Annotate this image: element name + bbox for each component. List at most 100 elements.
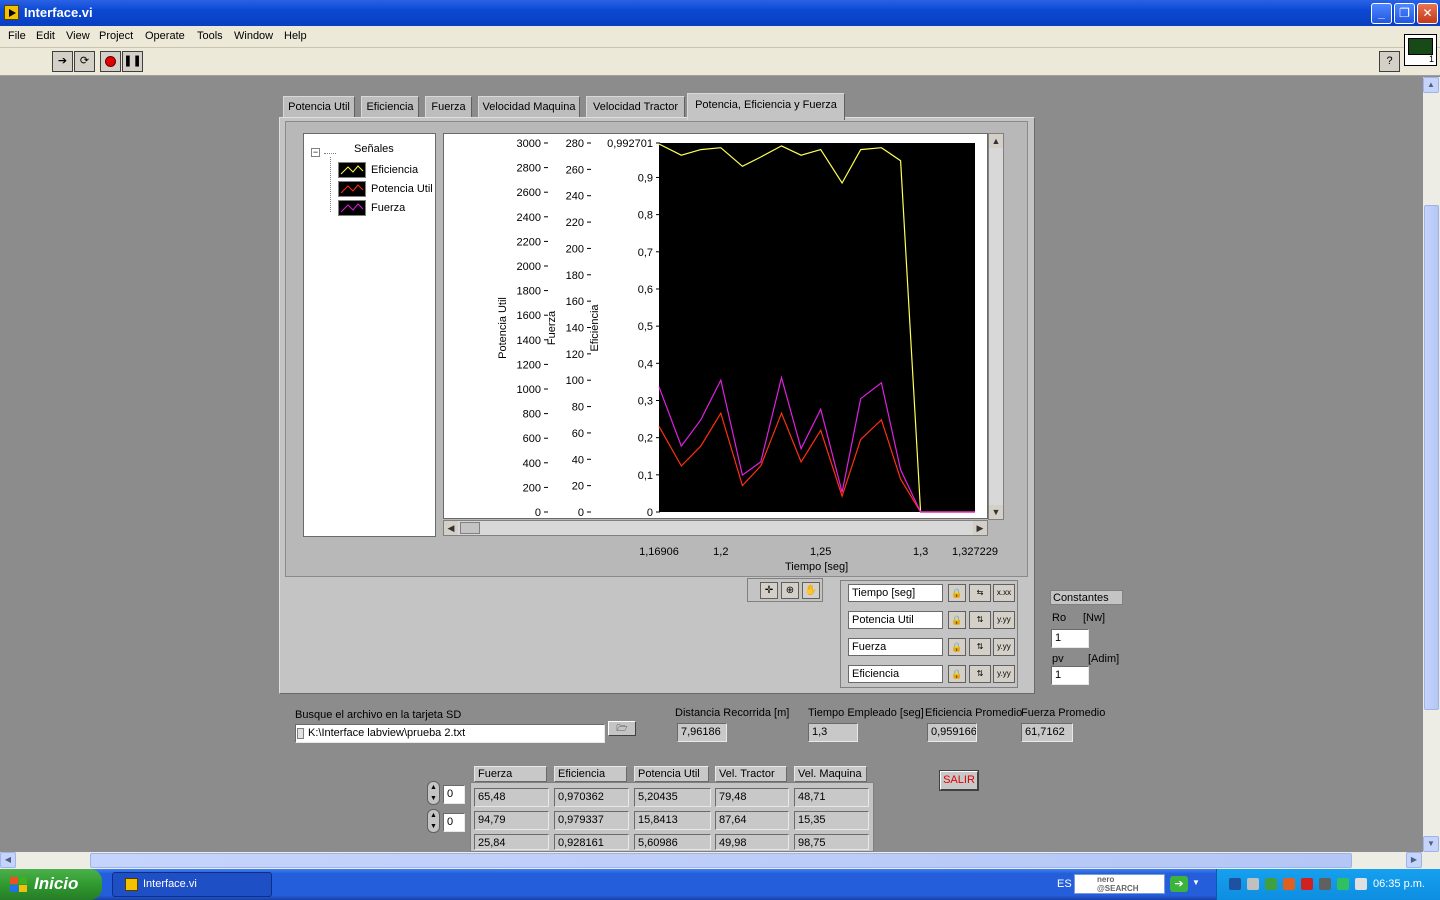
menu-operate[interactable]: Operate [145, 30, 185, 42]
table-cell[interactable]: 87,64 [715, 811, 789, 830]
table-cell[interactable]: 98,75 [794, 834, 869, 850]
format-y-icon[interactable]: y.yy [993, 665, 1015, 683]
tree-collapse-icon[interactable]: − [311, 147, 320, 157]
window-vertical-scrollbar[interactable]: ▲ ▼ [1423, 77, 1440, 852]
tab-potencia-util[interactable]: Potencia Util [283, 96, 355, 118]
file-path-input[interactable]: K:\Interface labview\prueba 2.txt [295, 724, 605, 743]
run-continuously-button[interactable]: ⟳ [74, 51, 95, 72]
format-y-icon[interactable]: y.yy [993, 638, 1015, 656]
volume-icon[interactable] [1355, 878, 1367, 890]
tab-eficiencia[interactable]: Eficiencia [361, 96, 419, 118]
menu-view[interactable]: View [66, 30, 90, 42]
scroll-thumb[interactable] [460, 522, 480, 534]
row-index-input[interactable]: 0 [443, 785, 465, 804]
legend-item-eficiencia[interactable]: Eficiencia [338, 162, 438, 178]
scroll-up-icon[interactable]: ▲ [1423, 77, 1439, 93]
table-cell[interactable]: 49,98 [715, 834, 789, 850]
scroll-up-icon[interactable]: ▲ [989, 134, 1003, 148]
table-cell[interactable]: 0,979337 [554, 811, 629, 830]
scroll-right-icon[interactable]: ▶ [973, 521, 987, 535]
window-horizontal-scrollbar[interactable]: ◀ ▶ [0, 852, 1423, 869]
table-cell[interactable]: 0,928161 [554, 834, 629, 850]
pv-input[interactable]: 1 [1051, 666, 1089, 685]
minimize-button[interactable]: _ [1371, 3, 1392, 24]
tray-app-icon[interactable] [1301, 878, 1313, 890]
plot-canvas[interactable] [659, 143, 975, 512]
menu-edit[interactable]: Edit [36, 30, 55, 42]
table-cell[interactable]: 0,970362 [554, 788, 629, 807]
line-swatch-icon [338, 181, 366, 197]
table-cell[interactable]: 5,20435 [634, 788, 711, 807]
tray-app-icon[interactable] [1283, 878, 1295, 890]
autoscale-y-icon[interactable]: ⇅ [969, 665, 991, 683]
run-button[interactable]: ➔ [52, 51, 73, 72]
pause-button[interactable]: ❚❚ [122, 51, 143, 72]
scroll-thumb[interactable] [90, 853, 1352, 868]
format-y-icon[interactable]: y.yy [993, 611, 1015, 629]
window-title: Interface.vi [24, 5, 93, 20]
maximize-button[interactable]: ❐ [1394, 3, 1415, 24]
menu-window[interactable]: Window [234, 30, 274, 42]
dropdown-icon[interactable]: ▼ [1192, 878, 1200, 887]
row-index-spinner[interactable]: ▲ ▼ [427, 781, 440, 805]
nero-search-box[interactable]: nero @SEARCH [1074, 874, 1165, 894]
scroll-left-icon[interactable]: ◀ [444, 521, 458, 535]
tab-potencia-eficiencia-fuerza[interactable]: Potencia, Eficiencia y Fuerza [687, 93, 845, 120]
abort-button[interactable] [100, 51, 121, 72]
legend-item-potencia-util[interactable]: Potencia Util [338, 181, 438, 197]
table-cell[interactable]: 5,60986 [634, 834, 711, 850]
lock-icon[interactable]: 🔒 [948, 638, 966, 656]
file-path-label: Busque el archivo en la tarjeta SD [295, 709, 462, 721]
legend-item-fuerza[interactable]: Fuerza [338, 200, 438, 216]
table-cell[interactable]: 15,8413 [634, 811, 711, 830]
table-cell[interactable]: 15,35 [794, 811, 869, 830]
menu-help[interactable]: Help [284, 30, 307, 42]
col-index-spinner[interactable]: ▲ ▼ [427, 809, 440, 833]
salir-button[interactable]: SALIR [939, 770, 979, 791]
col-index-input[interactable]: 0 [443, 813, 465, 832]
menu-tools[interactable]: Tools [197, 30, 223, 42]
format-x-icon[interactable]: x.xx [993, 584, 1015, 602]
go-arrow-icon[interactable]: ➔ [1170, 876, 1188, 892]
plot-horizontal-scrollbar[interactable]: ◀ ▶ [443, 520, 988, 536]
scroll-right-icon[interactable]: ▶ [1406, 852, 1422, 868]
table-cell[interactable]: 79,48 [715, 788, 789, 807]
vi-connector-icon[interactable]: 1 [1404, 34, 1437, 66]
ro-input[interactable]: 1 [1051, 629, 1089, 648]
lock-icon[interactable]: 🔒 [948, 611, 966, 629]
close-button[interactable]: ✕ [1417, 3, 1438, 24]
autoscale-y-icon[interactable]: ⇅ [969, 611, 991, 629]
lock-icon[interactable]: 🔒 [948, 584, 966, 602]
taskbar-item-interface[interactable]: Interface.vi [112, 872, 272, 897]
lock-icon[interactable]: 🔒 [948, 665, 966, 683]
pan-tool-button[interactable]: ✋ [802, 582, 820, 599]
tray-app-icon[interactable] [1247, 878, 1259, 890]
start-button[interactable]: Inicio [0, 869, 102, 900]
network-icon[interactable] [1229, 878, 1241, 890]
menu-project[interactable]: Project [99, 30, 134, 42]
scroll-thumb[interactable] [1424, 205, 1439, 710]
context-help-button[interactable]: ? [1379, 51, 1400, 72]
table-cell[interactable]: 48,71 [794, 788, 869, 807]
language-indicator[interactable]: ES [1057, 878, 1072, 890]
autoscale-x-icon[interactable]: ⇆ [969, 584, 991, 602]
tray-app-icon[interactable] [1265, 878, 1277, 890]
table-cell[interactable]: 65,48 [474, 788, 549, 807]
plot-vertical-scrollbar[interactable]: ▲ ▼ [988, 133, 1004, 520]
tab-velocidad-maquina[interactable]: Velocidad Maquina [478, 96, 580, 118]
y-tick-label: 800 [523, 409, 541, 421]
scroll-left-icon[interactable]: ◀ [0, 852, 16, 868]
tab-velocidad-tractor[interactable]: Velocidad Tractor [586, 96, 685, 118]
browse-folder-button[interactable]: 🗁 [608, 721, 636, 736]
tray-app-icon[interactable] [1337, 878, 1349, 890]
autoscale-y-icon[interactable]: ⇅ [969, 638, 991, 656]
tab-fuerza[interactable]: Fuerza [425, 96, 472, 118]
scroll-down-icon[interactable]: ▼ [989, 505, 1003, 519]
table-cell[interactable]: 94,79 [474, 811, 549, 830]
menu-file[interactable]: File [8, 30, 26, 42]
cursor-tool-button[interactable]: ✛ [760, 582, 778, 599]
tray-app-icon[interactable] [1319, 878, 1331, 890]
table-cell[interactable]: 25,84 [474, 834, 549, 850]
zoom-tool-button[interactable]: ⊕ [781, 582, 799, 599]
scroll-down-icon[interactable]: ▼ [1423, 836, 1439, 852]
